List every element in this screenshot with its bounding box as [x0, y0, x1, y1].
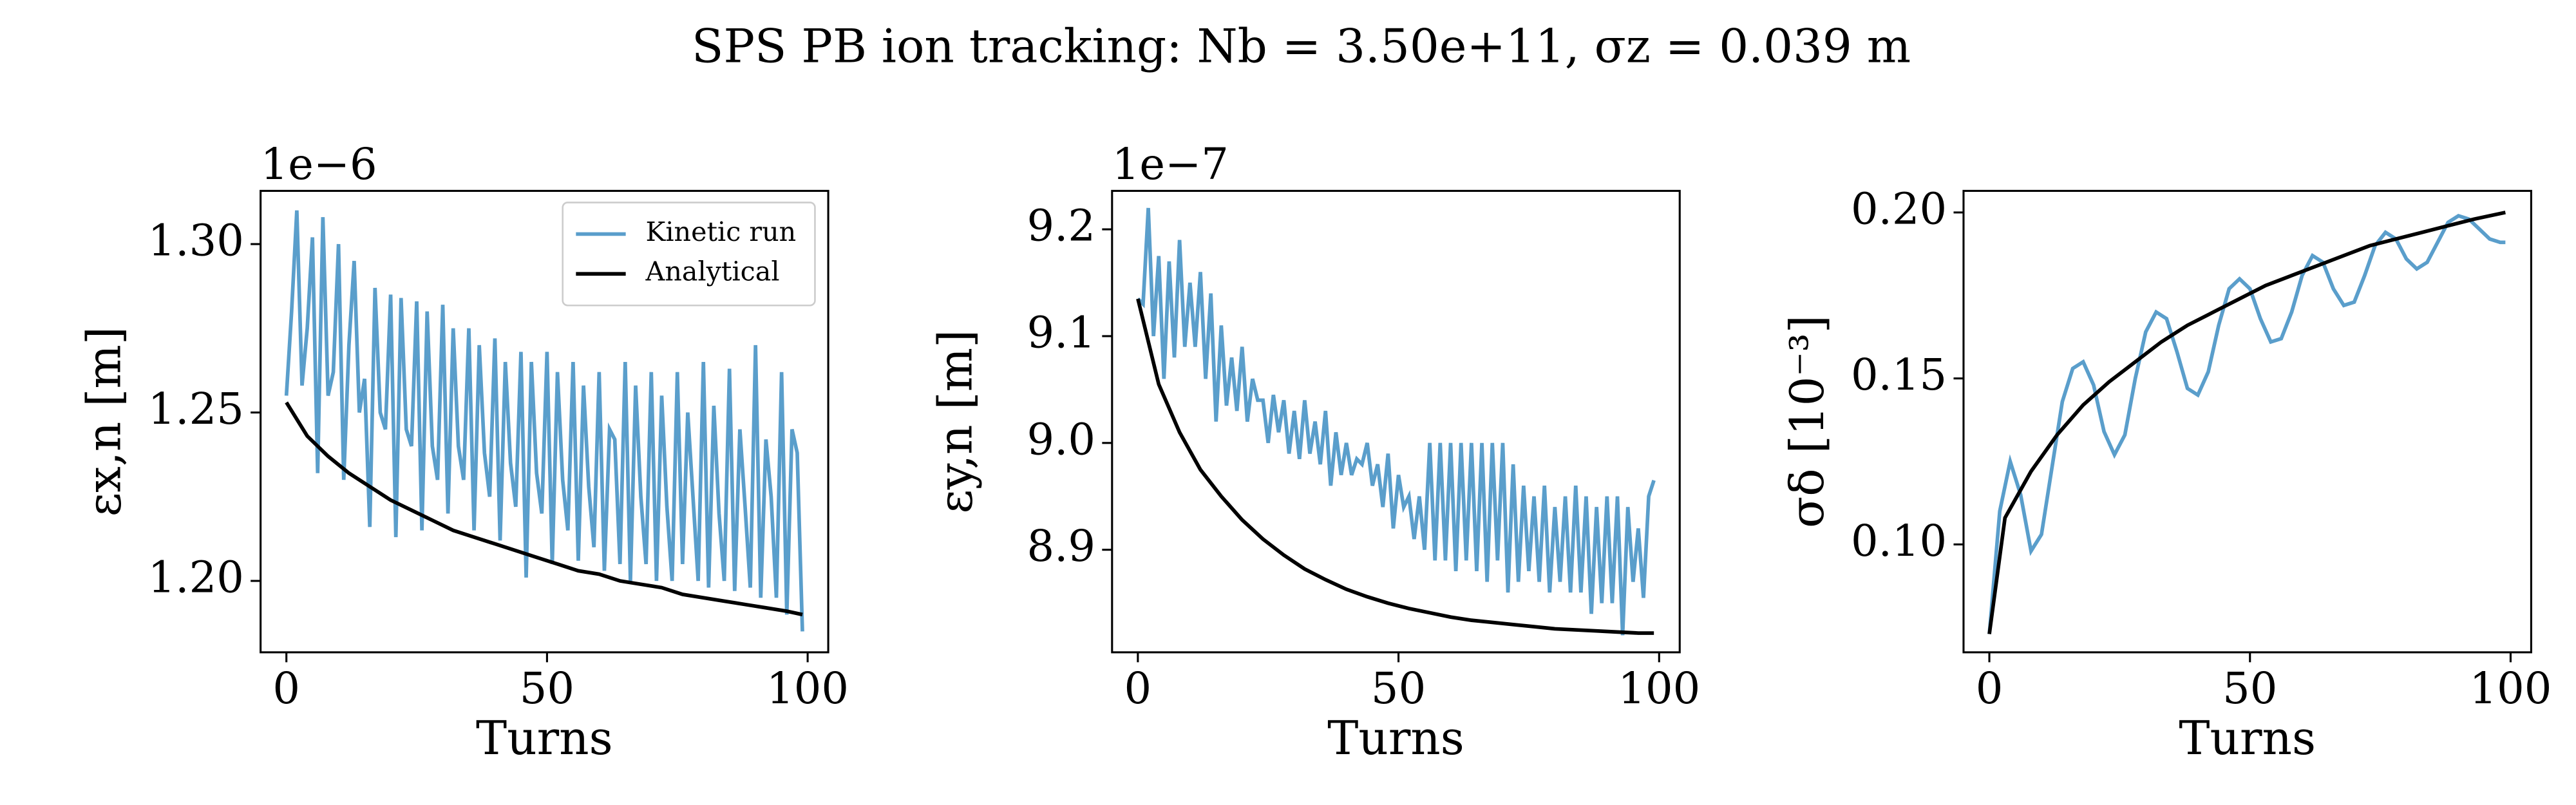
- y-tick-label: 1.30: [148, 216, 244, 266]
- x-tick-label: 0: [272, 663, 300, 714]
- x-axis-label: Turns: [1327, 712, 1464, 766]
- x-tick-label: 100: [1618, 663, 1700, 714]
- y-tick-label: 0.20: [1851, 184, 1947, 234]
- offset-text: 1e−6: [261, 139, 377, 189]
- y-tick-label: 1.25: [148, 384, 244, 434]
- axes-frame: [1962, 189, 2532, 654]
- y-tick-label: 0.15: [1851, 350, 1947, 400]
- x-axis-label: Turns: [476, 712, 613, 766]
- y-tick-label: 0.10: [1851, 516, 1947, 566]
- y-axis-label: σδ [10⁻³]: [1781, 315, 1835, 528]
- offset-text: 1e−7: [1112, 139, 1229, 189]
- x-tick-label: 100: [2469, 663, 2552, 714]
- data-line: [1987, 213, 2506, 634]
- x-tick-label: 50: [1371, 663, 1426, 714]
- y-tick-label: 9.2: [1027, 201, 1095, 251]
- data-line: [1136, 298, 1654, 635]
- y-axis-label: εx,n [m]: [78, 327, 132, 516]
- x-tick-label: 0: [1124, 663, 1152, 714]
- legend-label: Analytical: [645, 256, 780, 287]
- x-axis-label: Turns: [2179, 712, 2316, 766]
- x-tick-label: 100: [766, 663, 849, 714]
- y-tick-label: 1.20: [148, 553, 244, 603]
- legend-label: Kinetic run: [646, 216, 797, 247]
- y-tick-label: 9.1: [1027, 307, 1095, 357]
- data-line: [284, 210, 804, 632]
- legend-frame: [562, 202, 816, 307]
- x-tick-label: 50: [2222, 663, 2277, 714]
- data-line: [1136, 207, 1656, 636]
- data-line: [285, 401, 803, 617]
- axes-frame: [1111, 189, 1681, 654]
- axes-frame: [260, 189, 829, 654]
- y-axis-label: εy,n [m]: [929, 330, 983, 514]
- x-tick-label: 0: [1976, 663, 2003, 714]
- x-tick-label: 50: [520, 663, 574, 714]
- y-tick-label: 9.0: [1027, 414, 1095, 464]
- figure-title: SPS PB ion tracking: Nb = 3.50e+11, σz =…: [692, 19, 1911, 73]
- data-line: [1987, 211, 2506, 634]
- y-tick-label: 8.9: [1027, 521, 1095, 571]
